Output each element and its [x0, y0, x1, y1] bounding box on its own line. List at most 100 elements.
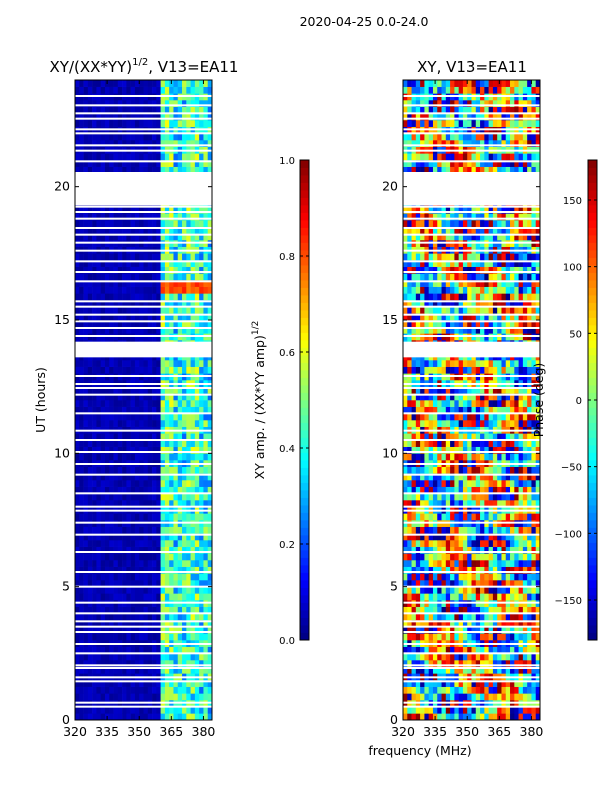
heatmap-cell	[109, 300, 114, 307]
heatmap-cell	[143, 293, 149, 301]
heatmap-cell	[510, 620, 515, 627]
heatmap-cell	[79, 440, 84, 447]
heatmap-cell	[173, 513, 179, 521]
heatmap-cell	[199, 220, 204, 227]
heatmap-cell	[160, 473, 166, 481]
heatmap-cell	[527, 533, 532, 541]
heatmap-cell	[92, 446, 97, 454]
heatmap-cell	[441, 546, 447, 554]
phase-title: XY, V13=EA11	[417, 58, 527, 76]
heatmap-cell	[92, 606, 97, 614]
heatmap-cell	[182, 160, 187, 167]
heatmap-cell	[454, 580, 459, 587]
heatmap-cell	[156, 580, 161, 587]
heatmap-cell	[104, 533, 110, 541]
heatmap-cell	[497, 513, 502, 521]
heatmap-cell	[143, 400, 149, 407]
heatmap-cell	[203, 500, 209, 507]
heatmap-cell	[518, 706, 524, 714]
heatmap-cell	[117, 213, 123, 221]
heatmap-cell	[160, 493, 166, 501]
heatmap-cell	[467, 466, 472, 474]
heatmap-cell	[458, 593, 464, 601]
heatmap-cell	[190, 400, 196, 407]
heatmap-cell	[194, 660, 200, 667]
heatmap-cell	[126, 300, 131, 307]
heatmap-cell	[458, 453, 464, 461]
heatmap-cell	[75, 706, 80, 714]
heatmap-cell	[147, 606, 153, 614]
heatmap-cell	[104, 206, 110, 214]
heatmap-cell	[207, 206, 213, 214]
heatmap-cell	[160, 400, 166, 407]
heatmap-cell	[79, 693, 84, 701]
heatmap-cell	[143, 166, 149, 174]
heatmap-cell	[501, 453, 507, 461]
heatmap-cell	[139, 160, 144, 167]
heatmap-cell	[432, 480, 438, 487]
heatmap-cell	[501, 686, 507, 694]
heatmap-cell	[462, 420, 468, 427]
heatmap-cell	[454, 366, 459, 374]
heatmap-cell	[514, 593, 519, 601]
heatmap-cell	[79, 620, 84, 627]
heatmap-cell	[437, 580, 442, 587]
heatmap-cell	[92, 653, 97, 661]
heatmap-cell	[130, 160, 136, 167]
heatmap-cell	[164, 113, 170, 121]
heatmap-cell	[480, 713, 485, 721]
heatmap-cell	[445, 466, 451, 474]
heatmap-cell	[104, 286, 110, 294]
heatmap-cell	[462, 413, 468, 421]
heatmap-cell	[143, 226, 149, 234]
heatmap-cell	[420, 420, 425, 427]
heatmap-cell	[173, 133, 179, 141]
heatmap-cell	[462, 500, 468, 507]
heatmap-cell	[467, 660, 472, 667]
heatmap-cell	[199, 620, 204, 627]
heatmap-cell	[462, 706, 468, 714]
heatmap-cell	[177, 140, 183, 147]
heatmap-cell	[207, 693, 213, 701]
heatmap-cell	[510, 453, 515, 461]
heatmap-cell	[531, 593, 537, 601]
flagged-row	[75, 300, 212, 303]
heatmap-cell	[75, 713, 80, 721]
heatmap-cell	[169, 553, 174, 561]
heatmap-cell	[407, 646, 412, 654]
heatmap-cell	[92, 686, 97, 694]
heatmap-cell	[415, 680, 421, 687]
heatmap-cell	[194, 220, 200, 227]
heatmap-cell	[139, 140, 144, 147]
heatmap-cell	[510, 533, 515, 541]
heatmap-cell	[475, 693, 481, 701]
heatmap-cell	[450, 446, 455, 454]
heatmap-cell	[113, 226, 119, 234]
colorbar-segment	[300, 175, 309, 183]
heatmap-cell	[522, 713, 528, 721]
heatmap-cell	[186, 566, 191, 574]
heatmap-cell	[100, 553, 106, 561]
heatmap-cell	[403, 693, 408, 701]
heatmap-cell	[164, 306, 170, 314]
heatmap-cell	[480, 546, 485, 554]
colorbar-segment	[300, 505, 309, 513]
heatmap-cell	[424, 466, 429, 474]
heatmap-cell	[169, 113, 174, 121]
heatmap-cell	[92, 533, 97, 541]
heatmap-cell	[169, 613, 174, 621]
heatmap-cell	[527, 613, 532, 621]
heatmap-cell	[113, 566, 119, 574]
heatmap-cell	[87, 566, 93, 574]
heatmap-cell	[109, 653, 114, 661]
heatmap-cell	[134, 393, 140, 401]
heatmap-cell	[497, 433, 502, 441]
heatmap-cell	[403, 660, 408, 667]
heatmap-cell	[458, 653, 464, 661]
amplitude-colorbar-label: XY amp. / (XX*YY amp)1/2	[251, 321, 267, 480]
heatmap-cell	[501, 393, 507, 401]
heatmap-cell	[92, 573, 97, 581]
heatmap-cell	[139, 646, 144, 654]
heatmap-cell	[177, 500, 183, 507]
heatmap-cell	[445, 693, 451, 701]
